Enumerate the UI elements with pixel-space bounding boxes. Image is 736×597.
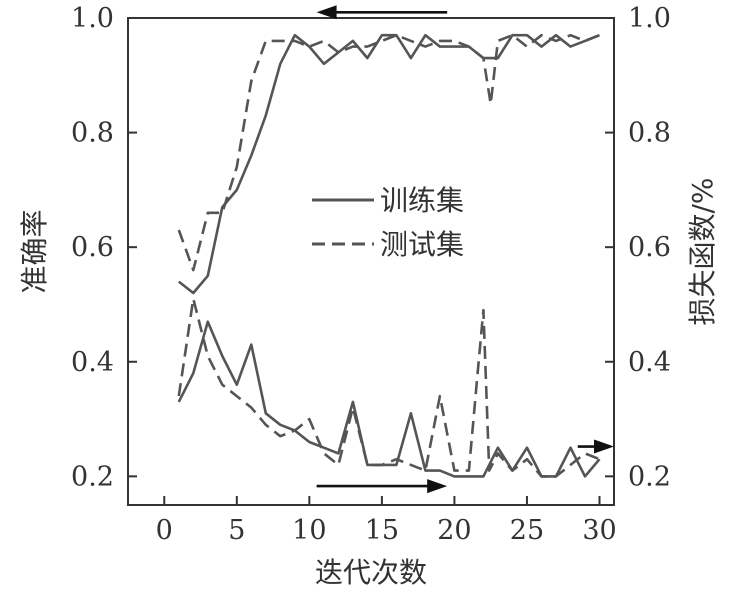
x-tick-label: 25 [510,515,544,546]
left-y-axis-title: 准确率 [18,209,51,293]
left-y-tick-label: 1.0 [71,3,114,34]
x-tick-label: 15 [365,515,399,546]
series-line-loss-train [177,320,601,478]
series-line-accuracy-test [177,33,600,272]
right-y-tick-label: 0.4 [628,347,671,378]
x-axis-title: 迭代次数 [315,556,427,589]
x-tick-label: 5 [228,515,245,546]
legend-label-train: 训练集 [380,184,464,217]
loss-arrow-end-head [594,439,614,454]
right-y-tick-label: 0.8 [628,118,671,149]
left-y-tick-label: 0.8 [71,118,114,149]
series-layer [177,33,601,478]
left-y-tick-label: 0.6 [71,232,114,263]
x-tick-label: 10 [292,515,326,546]
arrow-layer [316,5,614,494]
series-line-loss-test [177,297,600,478]
series-line-accuracy-train [177,33,600,295]
plot-frame [127,17,615,506]
left-y-tick-label: 0.2 [71,461,114,492]
right-y-tick-label: 1.0 [628,3,671,34]
legend: 训练集 测试集 [312,184,464,261]
right-y-axis-title: 损失函数/% [686,177,719,325]
x-tick-label: 0 [156,515,173,546]
left-y-tick-label: 0.4 [71,347,114,378]
loss-arrow-head [427,479,448,494]
x-tick-label: 20 [437,515,471,546]
accuracy-arrow-head [316,5,337,20]
right-y-tick-label: 0.6 [628,232,671,263]
right-y-tick-label: 0.2 [628,461,671,492]
plot-border [127,17,615,506]
legend-label-test: 测试集 [380,228,464,261]
tick-layer: 0 5 10 15 20 25 30 0.2 0.2 0.4 0.4 0.6 0.6 0.8 0.8 1.0 1… [71,3,671,546]
x-tick-label: 30 [582,515,616,546]
